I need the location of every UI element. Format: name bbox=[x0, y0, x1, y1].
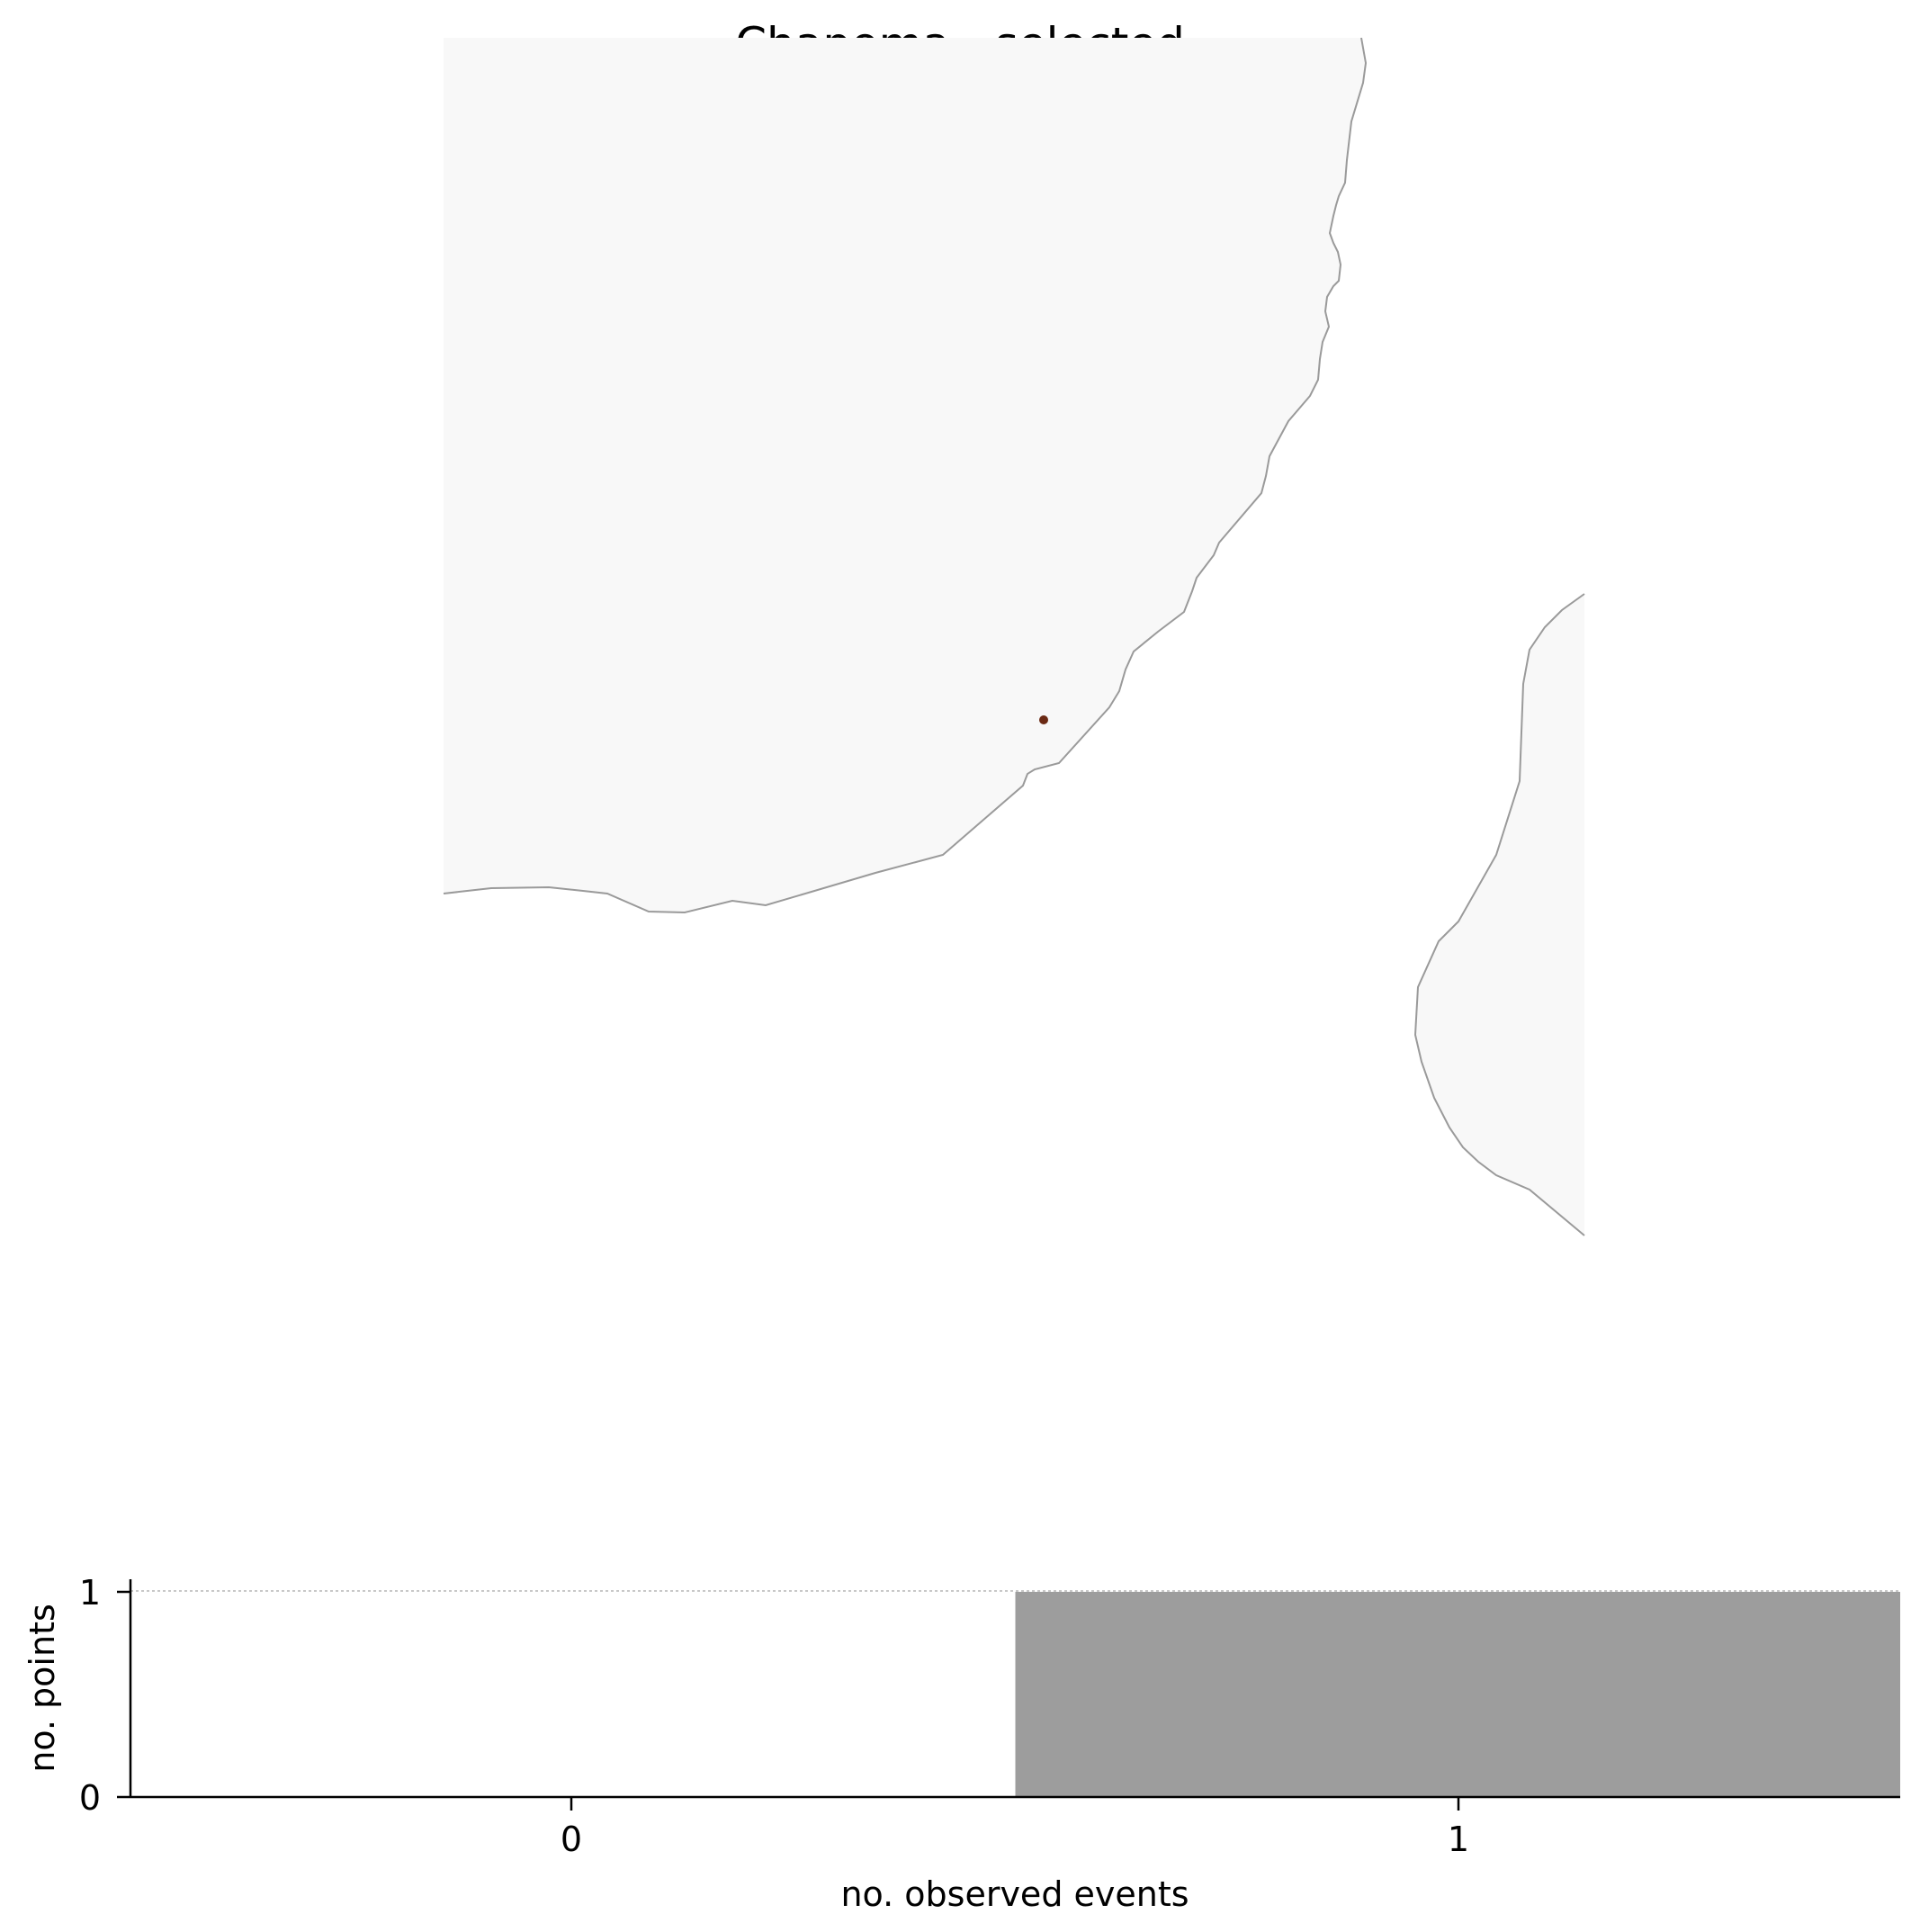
histogram: 1 0 0 1 no. observed events no. points bbox=[22, 1573, 1900, 1914]
coastline-main bbox=[443, 37, 1368, 914]
map-panel bbox=[443, 37, 1585, 1236]
coastline-east bbox=[1413, 593, 1585, 1236]
y-tick-label-0: 0 bbox=[79, 1778, 101, 1818]
y-axis-label: no. points bbox=[22, 1604, 62, 1773]
y-tick-label-1: 1 bbox=[79, 1573, 101, 1613]
x-tick-label-1: 1 bbox=[1448, 1820, 1469, 1859]
location-dot bbox=[1039, 715, 1048, 724]
landmass-east bbox=[1415, 594, 1584, 1236]
bar-category-1 bbox=[1015, 1592, 1900, 1797]
x-axis-label: no. observed events bbox=[840, 1874, 1189, 1914]
x-tick-label-0: 0 bbox=[561, 1820, 582, 1859]
landmass-main bbox=[444, 38, 1366, 912]
